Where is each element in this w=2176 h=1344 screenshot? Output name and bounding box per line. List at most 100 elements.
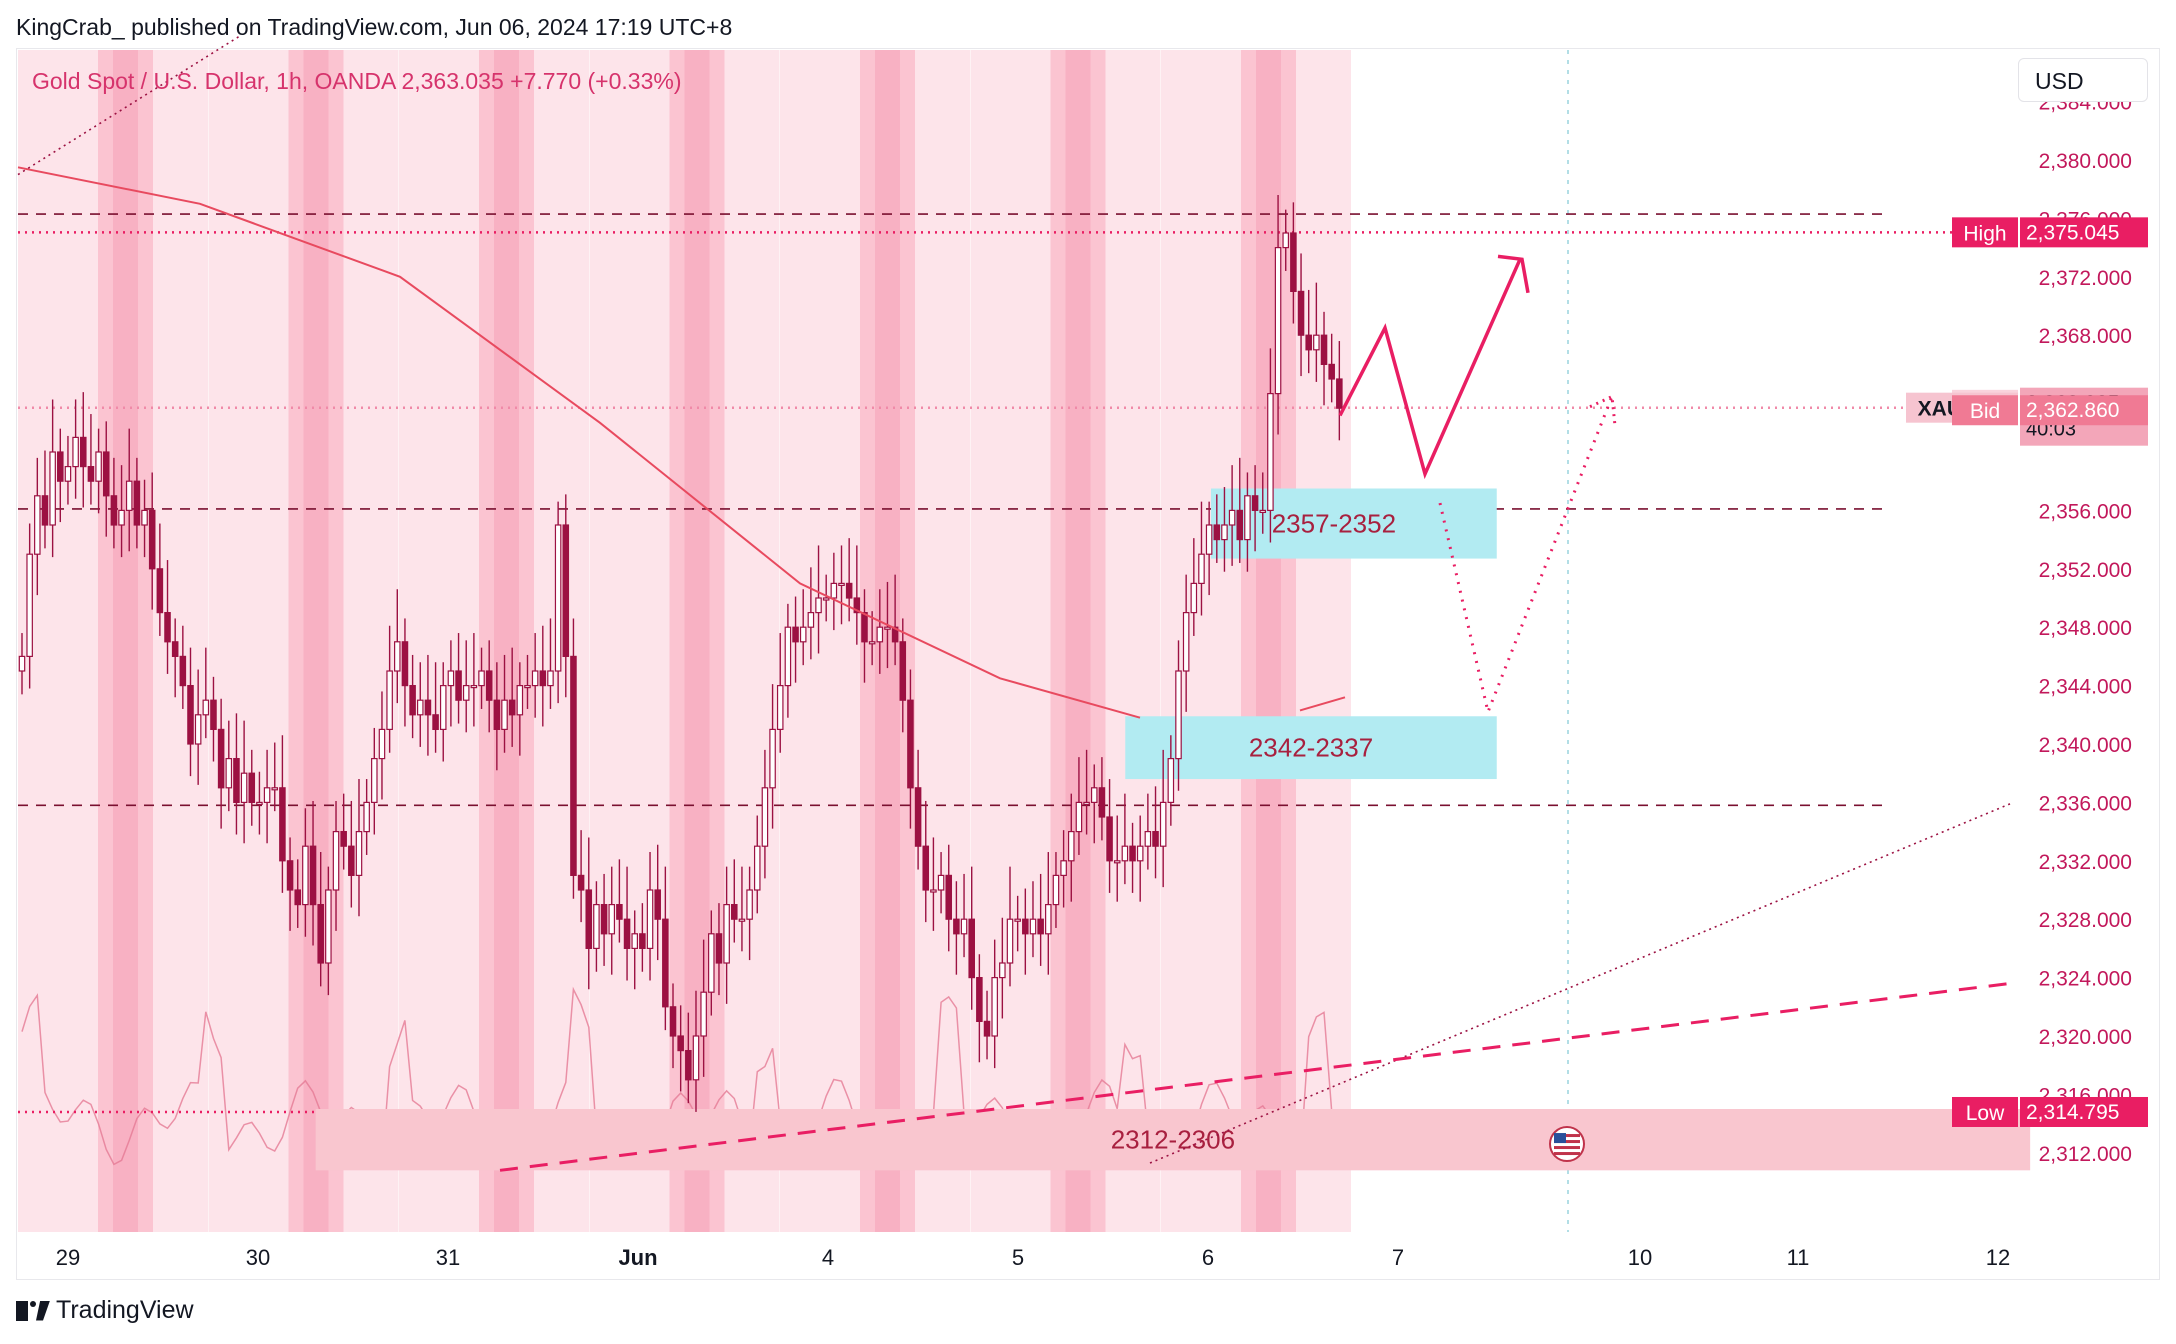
tradingview-logo: TradingView xyxy=(16,1296,194,1325)
candle-body xyxy=(41,495,49,526)
candle-body xyxy=(922,845,930,891)
candle-body xyxy=(141,509,148,526)
price-tick-label: 2,340.000 xyxy=(2039,734,2132,757)
candle-body xyxy=(1205,524,1213,555)
session-band-dark xyxy=(1256,50,1281,1232)
footer-text: TradingView xyxy=(56,1296,194,1324)
candle-body xyxy=(34,495,41,555)
candle-body xyxy=(79,436,87,468)
candle-body xyxy=(715,933,723,964)
candle-body xyxy=(815,597,822,614)
candle-body xyxy=(179,655,187,687)
candle-body xyxy=(731,903,738,920)
candle-body xyxy=(577,874,585,891)
moving-average xyxy=(17,166,1346,719)
candle-body xyxy=(968,918,975,979)
candle-body xyxy=(263,787,271,803)
candle-body xyxy=(233,757,240,803)
candle-body xyxy=(516,684,524,716)
time-tick-label: 5 xyxy=(1012,1245,1024,1270)
candle-body xyxy=(194,714,202,745)
projection-solid xyxy=(1338,258,1522,480)
candle-body xyxy=(1228,509,1236,526)
candle-body xyxy=(1045,903,1052,935)
candle-body xyxy=(332,830,340,891)
candle-body xyxy=(868,641,876,645)
price-tag-label-bg xyxy=(1952,217,2018,248)
time-tick-label: 30 xyxy=(246,1245,270,1270)
zone-box xyxy=(315,1109,2031,1171)
price-tag-label-bg xyxy=(1952,395,2018,426)
candle-body xyxy=(363,801,370,833)
price-tick-label: 2,380.000 xyxy=(2039,150,2132,173)
candle-body xyxy=(340,830,347,847)
candle-body xyxy=(1290,232,1297,293)
candle-body xyxy=(1029,918,1037,935)
candle-body xyxy=(378,728,386,760)
session-band-dark xyxy=(303,50,329,1232)
candle-body xyxy=(1198,553,1205,585)
candle-body xyxy=(125,480,133,512)
price-tick-label: 2,332.000 xyxy=(2039,851,2132,874)
candle-body xyxy=(937,874,945,891)
candle-body xyxy=(983,1020,991,1037)
zone-label: 2342-2337 xyxy=(1249,733,1373,763)
candle-body xyxy=(133,480,141,526)
candle-body xyxy=(386,670,393,731)
time-tick-label: 12 xyxy=(1986,1245,2010,1270)
price-tick-label: 2,324.000 xyxy=(2039,968,2132,991)
candle-body xyxy=(409,684,416,716)
candle-body xyxy=(95,451,102,482)
attribution-text: KingCrab_ published on TradingView.com, … xyxy=(16,14,733,40)
candle-body xyxy=(930,889,937,893)
candle-body xyxy=(914,787,922,847)
candle-body xyxy=(723,903,730,964)
trendline-dashed xyxy=(499,981,2011,1172)
price-tick-label: 2,328.000 xyxy=(2039,909,2132,932)
candle-body xyxy=(49,451,56,526)
currency-selector[interactable]: USD xyxy=(2018,58,2148,102)
candle-body xyxy=(562,524,570,657)
candle-body xyxy=(1251,495,1259,511)
price-tick-label: 2,356.000 xyxy=(2039,500,2132,523)
chart-frame[interactable] xyxy=(16,48,2160,1280)
candle-body xyxy=(677,1035,684,1052)
candle-body xyxy=(700,991,707,1037)
candle-body xyxy=(1259,509,1267,513)
price-tag-name: Low xyxy=(1966,1102,2005,1125)
candle-body xyxy=(1244,495,1251,541)
candle-body xyxy=(279,787,286,862)
candle-body xyxy=(309,845,317,906)
candle-body xyxy=(1313,334,1320,351)
candle-body xyxy=(355,830,363,876)
candles xyxy=(18,195,1343,1112)
candle-body xyxy=(669,1006,677,1037)
candle-body xyxy=(769,728,776,789)
candle-body xyxy=(1052,874,1060,906)
candle-body xyxy=(960,918,968,935)
time-tick-label: Jun xyxy=(618,1245,657,1270)
candle-body xyxy=(1067,830,1075,862)
price-axis: 2,384.0002,380.0002,376.0002,372.0002,36… xyxy=(2039,92,2132,1166)
candle-body xyxy=(286,860,294,891)
candle-body xyxy=(600,903,608,935)
candle-body xyxy=(861,611,868,643)
candle-body xyxy=(1090,787,1098,803)
candle-body xyxy=(1121,845,1129,862)
projection-arrowhead xyxy=(1497,254,1530,294)
candle-body xyxy=(646,889,654,950)
candle-body xyxy=(1336,378,1343,409)
candle-body xyxy=(853,597,861,614)
price-tick-label: 2,336.000 xyxy=(2039,792,2132,815)
time-tick-label: 6 xyxy=(1202,1245,1214,1270)
time-tick-label: 7 xyxy=(1392,1245,1404,1270)
candle-body xyxy=(439,684,447,730)
candle-body xyxy=(87,466,95,482)
volume-overlay xyxy=(21,986,1340,1168)
candle-body xyxy=(1106,816,1113,862)
candle-body xyxy=(470,684,478,689)
price-tick-label: 2,352.000 xyxy=(2039,559,2132,582)
candle-body xyxy=(631,933,638,949)
candle-body xyxy=(1159,801,1167,847)
